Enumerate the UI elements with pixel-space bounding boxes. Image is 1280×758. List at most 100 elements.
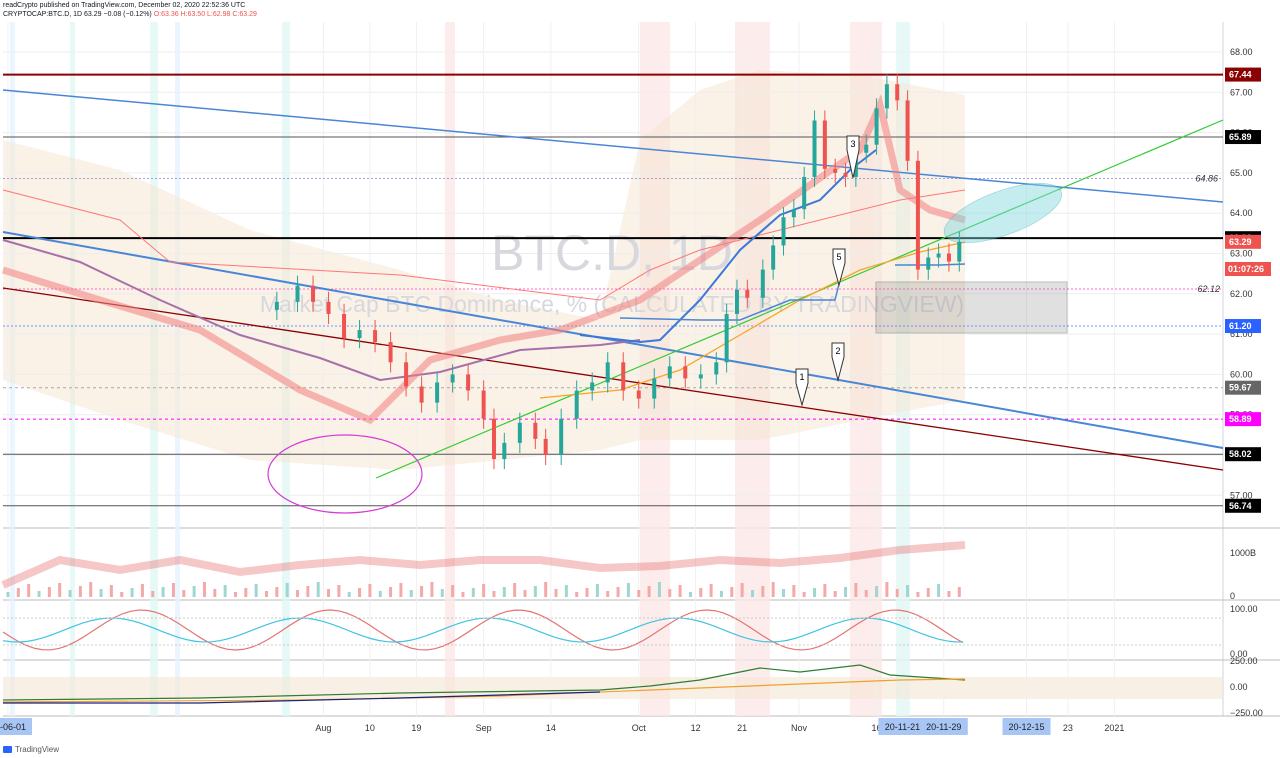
candle-body [373,330,378,343]
wave-label-3: 3 [850,139,855,149]
ma-orange [539,241,966,399]
volume-bar [657,582,661,597]
price-badge-label: 65.89 [1229,132,1252,142]
candle-body [895,84,900,101]
osc1-line [2,609,964,651]
candle-body [884,84,889,109]
volume-bar [626,583,630,597]
volume-bar [337,585,341,597]
volume-bar [947,591,951,597]
date-badge-label: 20-11-21 [885,722,920,732]
volume-bar [937,584,941,597]
volume-bar [233,592,237,597]
volume-bar [58,583,62,597]
candle-body [802,176,807,210]
trendline-upper-blue [2,89,1224,203]
candle-body [466,374,471,391]
candle-body [388,342,393,363]
volume-bar [637,590,641,597]
price-badge [1225,130,1261,145]
date-badge-label: 20-12-15 [1008,722,1044,732]
candle-body [491,418,496,460]
osc2-axis-label: −250.00 [1230,708,1263,718]
candle-body [822,120,827,169]
volume-bar [554,589,558,597]
candle-body [781,217,786,246]
candle-body [326,301,331,314]
x-tick-label: 19 [411,723,421,733]
volume-bar [513,583,517,597]
x-tick-label: 14 [546,723,556,733]
x-tick-label: 16 [872,723,882,733]
volume-bar [451,585,455,597]
y-tick-label: 62.00 [1230,289,1253,299]
price-badge [1225,380,1261,395]
candle-body [574,390,579,419]
volume-bar [678,585,682,597]
wave-marker [795,368,809,407]
candle-body [533,422,538,439]
x-tick-label: 21 [737,723,747,733]
level-label-64-86: 64.86 [1195,174,1218,184]
watermark-symbol: BTC.D, 1D [491,225,733,281]
volume-bar [471,588,475,597]
conversion-blue-recent [895,263,966,266]
symbol-info: CRYPTOCAP:BTC.D, 1D 63.29 −0.08 (−0.12%) [3,11,152,18]
volume-bar [89,582,93,597]
wave-label-5: 5 [836,252,841,262]
volume-axis-label: 0 [1230,591,1235,601]
candle-body [481,390,486,419]
x-tick-label: Aug [315,723,331,733]
candle-body [667,366,672,379]
ohlc-values: O:63.36 H:63.50 L:62.98 C:63.29 [153,11,257,18]
volume-bar [502,587,506,597]
date-badge [919,718,968,735]
volume-bar [358,588,362,597]
volume-bar [750,590,754,597]
volume-bar [327,589,331,597]
y-tick-label: 65.00 [1230,168,1253,178]
candle-body [435,382,440,403]
volume-bar [430,582,434,597]
volume-bar [523,590,527,597]
y-tick-label: 60.00 [1230,369,1253,379]
tradingview-logo-icon [3,746,12,753]
volume-bar [368,584,372,597]
candle-body [274,301,279,310]
volume-bar [813,588,817,597]
x-tick-label: 2021 [1104,723,1124,733]
y-tick-label: 63.00 [1230,249,1253,259]
volume-bar [740,583,744,597]
candle-body [502,442,507,460]
x-tick-label: Sep [476,723,492,733]
x-tick-label: Nov [791,723,808,733]
level-label-62-12: 62.12 [1197,284,1220,294]
volume-bar [844,587,848,597]
volume-bar [668,589,672,597]
volume-bar [823,584,827,597]
candle-body [605,362,610,383]
y-tick-label: 61.00 [1230,329,1253,339]
ema-ribbon [1,94,966,425]
volume-ribbon [1,541,966,589]
price-badge-label: 58.89 [1229,414,1252,424]
candle-body [543,438,548,455]
volume-bar [595,584,599,597]
volume-bar [420,586,424,597]
wave-marker [832,248,846,287]
volume-bar [285,583,289,597]
trendline-green [375,119,1224,479]
candle-body [590,382,595,391]
baseline-blue [579,149,877,344]
volume-bar [906,585,910,597]
osc2-axis-label: 250.00 [1230,656,1258,666]
volume-bar [306,586,310,597]
candle-body [833,168,838,173]
volume-axis-label: 1000B [1230,548,1256,558]
target-ellipse [943,182,1063,244]
price-badge [1225,67,1261,82]
candle-body [926,257,931,270]
volume-bar [78,586,82,597]
volume-bar [854,583,858,597]
